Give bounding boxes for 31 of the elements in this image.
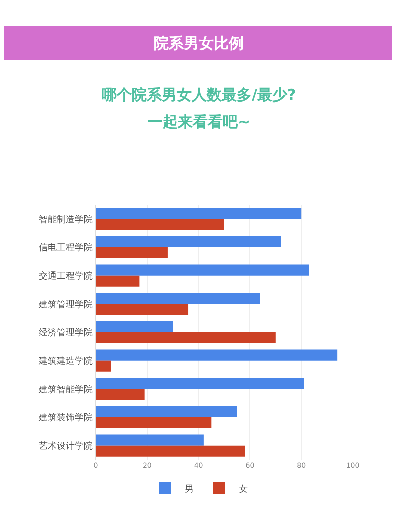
bar: [96, 219, 224, 230]
bar: [96, 236, 282, 248]
bar: [96, 360, 112, 372]
bar: [96, 418, 212, 429]
bar: [96, 378, 304, 390]
y-tick-label: 建筑建造学院: [38, 356, 94, 367]
y-tick-label: 经济管理学院: [39, 328, 94, 339]
bar: [96, 264, 310, 276]
chart-subtitle: 哪个院系男女人数最多/最少? 一起来看看吧~: [102, 86, 296, 131]
y-tick-label: 信电工程学院: [39, 242, 94, 254]
bar: [96, 208, 302, 220]
legend-label: 女: [239, 484, 248, 496]
bar: [96, 350, 338, 361]
bar: [96, 293, 260, 304]
bar: [96, 446, 246, 457]
bar: [96, 434, 204, 446]
chart-title: 院系男女比例: [154, 34, 244, 52]
y-tick-label: 艺术设计学院: [39, 440, 94, 452]
legend-label: 男: [185, 484, 194, 496]
bar: [96, 332, 276, 344]
bar: [96, 389, 145, 400]
bar: [96, 248, 168, 259]
bar: [96, 276, 140, 287]
y-tick-label: 交通工程学院: [39, 270, 94, 282]
y-tick-label: 智能制造学院: [39, 214, 94, 226]
y-tick-label: 建筑管理学院: [38, 299, 94, 310]
y-tick-label: 建筑装饰学院: [38, 412, 94, 424]
bar: [96, 321, 174, 332]
bar: [96, 406, 238, 418]
y-tick-label: 建筑智能学院: [38, 384, 94, 396]
bar: [96, 304, 189, 316]
